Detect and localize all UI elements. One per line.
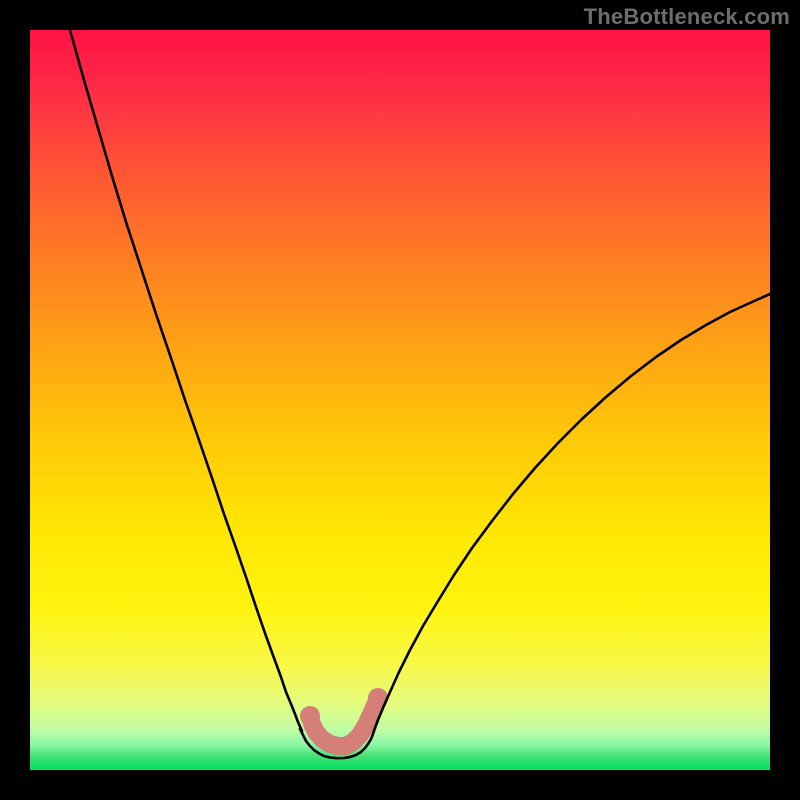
plot-area [30, 30, 770, 770]
chart-stage: TheBottleneck.com [0, 0, 800, 800]
chart-svg [0, 0, 800, 800]
